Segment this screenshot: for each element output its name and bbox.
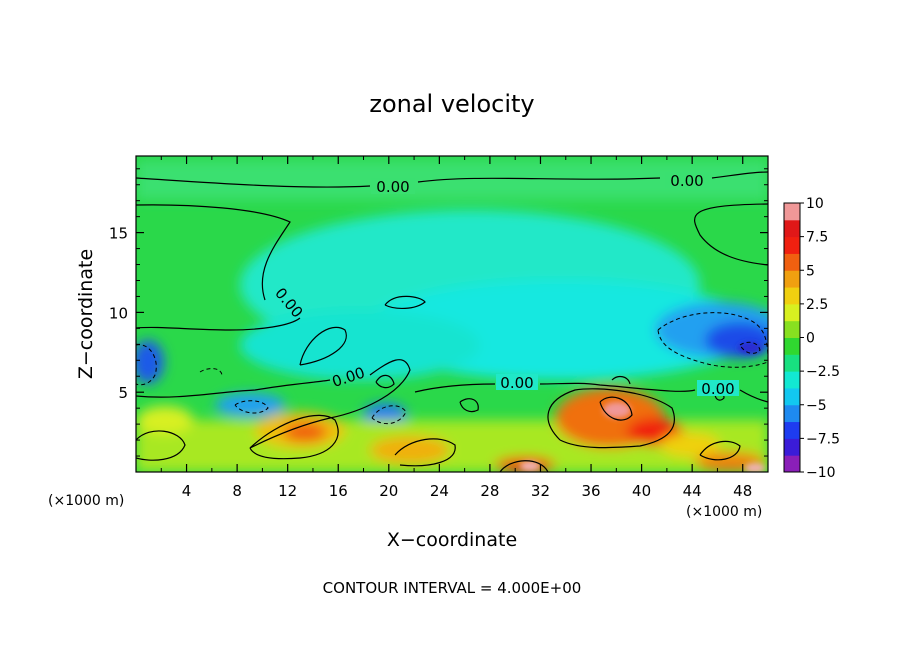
contour-line <box>299 326 347 366</box>
x-unit-right: (×1000 m) <box>686 504 762 520</box>
colorbar-swatch <box>784 287 800 305</box>
contour-line <box>459 398 479 413</box>
x-tick-label: 12 <box>278 482 297 500</box>
contour-line <box>375 374 395 389</box>
contour-line <box>136 359 411 449</box>
x-axis-label: X−coordinate <box>387 529 517 551</box>
colorbar-swatch <box>784 219 800 238</box>
x-tick-label: 16 <box>329 482 348 500</box>
y-tick-label: 10 <box>109 304 128 322</box>
contour-label: 0.00 <box>701 380 734 398</box>
contour-line <box>136 430 186 461</box>
plot-frame <box>135 155 769 473</box>
colorbar-swatch <box>784 371 800 389</box>
x-tick-label: 24 <box>430 482 449 500</box>
contour-line <box>394 438 456 467</box>
x-axis: 4 8 12 16 20 24 28 32 36 40 44 48 <box>160 156 752 500</box>
colorbar: 10 7.5 5 2.5 0 −2.5 −5 −7.5 −10 <box>783 196 840 481</box>
colorbar-swatch <box>784 421 800 439</box>
contour-line <box>499 460 549 472</box>
y-axis: 5 10 15 <box>109 168 768 457</box>
contour-label: 0.00 <box>500 374 533 392</box>
x-tick-label: 28 <box>480 482 499 500</box>
colorbar-tick-label: 5 <box>806 263 815 279</box>
colorbar-tick-label: −5 <box>806 398 827 414</box>
colorbar-tick-label: 10 <box>806 196 824 212</box>
contour-lines <box>136 171 768 472</box>
contour-label: 0.00 <box>376 178 409 196</box>
field-blobs <box>136 160 768 472</box>
contour-line <box>414 382 768 403</box>
colorbar-swatch <box>784 203 800 221</box>
y-tick-label: 5 <box>118 384 128 402</box>
colorbar-swatch <box>784 354 800 372</box>
contour-line <box>249 414 339 460</box>
colorbar-tick-label: −2.5 <box>806 364 840 380</box>
contour-line <box>384 295 426 309</box>
colorbar-swatch <box>784 455 800 473</box>
colorbar-tick-label: −10 <box>806 465 836 481</box>
contour-lines-negative <box>136 312 768 425</box>
x-tick-label: 36 <box>581 482 600 500</box>
colorbar-swatch <box>784 303 800 322</box>
colorbar-swatch <box>784 270 800 288</box>
colorbar-swatch <box>784 236 800 254</box>
x-tick-label: 44 <box>683 482 702 500</box>
contour-interval-note: CONTOUR INTERVAL = 4.000E+00 <box>323 579 582 597</box>
chart-title: zonal velocity <box>369 90 534 118</box>
colorbar-tick-label: 2.5 <box>806 297 828 313</box>
contour-label: 0.00 <box>670 172 703 190</box>
contour-line-negative <box>199 368 223 377</box>
x-tick-label: 20 <box>379 482 398 500</box>
contour-line-negative <box>234 400 269 414</box>
colorbar-tick-label: 7.5 <box>806 230 828 246</box>
x-tick-label: 40 <box>632 482 651 500</box>
x-unit-left: (×1000 m) <box>48 493 124 509</box>
colorbar-tick-label: 0 <box>806 331 815 347</box>
x-tick-label: 4 <box>182 482 192 500</box>
y-tick-label: 15 <box>109 225 128 243</box>
y-axis-label: Z−coordinate <box>75 249 97 379</box>
contour-line <box>136 204 301 331</box>
colorbar-swatch <box>784 253 800 271</box>
contour-line <box>599 396 633 421</box>
contour-line <box>699 440 741 461</box>
colorbar-swatch <box>784 320 800 338</box>
contour-labels: 0.00 0.00 0.00 0.00 0.00 0.00 <box>271 172 739 398</box>
colorbar-swatch <box>784 387 800 406</box>
contour-line <box>136 171 768 188</box>
contour-line-negative <box>739 341 761 354</box>
contour-line-negative <box>657 312 768 368</box>
field-highlights <box>520 342 765 472</box>
plot-area <box>136 156 768 472</box>
colorbar-swatch <box>784 337 800 355</box>
colorbar-swatch <box>784 404 800 423</box>
x-tick-label: 48 <box>733 482 752 500</box>
x-tick-label: 32 <box>531 482 550 500</box>
colorbar-swatch <box>784 438 800 456</box>
x-tick-label: 8 <box>232 482 242 500</box>
contour-line <box>547 388 676 449</box>
contour-line-negative <box>136 344 157 386</box>
contour-line <box>694 203 768 266</box>
colorbar-tick-label: −7.5 <box>806 431 840 447</box>
contour-line <box>611 375 631 385</box>
